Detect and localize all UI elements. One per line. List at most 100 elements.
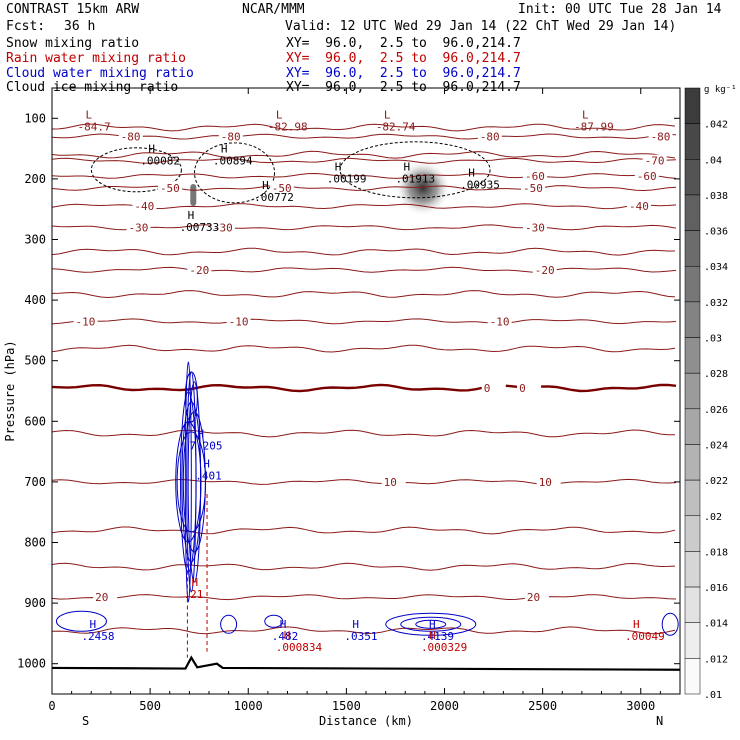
extremum-marker: H xyxy=(188,209,195,222)
colorbar-swatch xyxy=(684,123,701,160)
field-rain-xy: XY= 96.0, 2.5 to 96.0,214.7 xyxy=(286,51,521,66)
y-tick-label: 100 xyxy=(24,111,46,125)
y-tick-label: 600 xyxy=(24,414,46,428)
isotherm--60 xyxy=(52,172,677,179)
isotherm-label: -70 xyxy=(645,155,665,168)
isotherm--10 xyxy=(52,318,677,325)
extremum-marker: H xyxy=(352,618,359,631)
extremum-marker: H xyxy=(468,167,475,180)
extremum-value: .000329 xyxy=(421,641,467,654)
center-label: NCAR/MMM xyxy=(242,2,305,17)
isotherm-label: 10 xyxy=(539,476,552,489)
colorbar-label: .042 xyxy=(704,120,728,131)
field-rain-name: Rain water mixing ratio xyxy=(6,51,187,66)
colorbar-label: .024 xyxy=(704,440,728,451)
isotherm-label-bg xyxy=(522,169,547,182)
x-axis-label: Distance (km) xyxy=(319,714,413,728)
isotherm--50 xyxy=(52,184,677,192)
colorbar-swatch xyxy=(684,159,701,196)
isotherm-label: -10 xyxy=(490,315,510,328)
isotherm-label-bg xyxy=(226,315,251,328)
fcst-label: Fcst: xyxy=(6,19,46,34)
colorbar-label: .012 xyxy=(704,654,728,665)
cloud-water-contour xyxy=(400,616,462,632)
colorbar-swatch xyxy=(684,479,701,517)
colorbar-label: .03 xyxy=(704,334,722,345)
x-tick-label: 0 xyxy=(48,699,55,713)
cloud-water-contour xyxy=(55,610,107,632)
extremum-marker: H xyxy=(262,179,269,192)
extremum-value: .0351 xyxy=(344,630,377,643)
extremum-value: 7.205 xyxy=(189,439,222,452)
isotherm-label: -80 xyxy=(651,130,671,143)
cloud-water-contour xyxy=(264,614,284,628)
extremum-marker: H xyxy=(203,458,210,471)
isotherm-label-bg xyxy=(381,475,406,488)
isotherm-label-bg xyxy=(93,591,118,604)
isotherm-line xyxy=(52,526,676,535)
isotherm-0 xyxy=(52,383,677,393)
isotherm-label: -40 xyxy=(134,200,154,213)
colorbar-swatch xyxy=(684,622,701,659)
extremum-marker: L xyxy=(276,109,283,122)
model-title: CONTRAST 15km ARW xyxy=(6,2,140,17)
isotherm-label-bg xyxy=(269,181,294,194)
isotherm-label: 0 xyxy=(484,382,491,395)
isotherm-label: -50 xyxy=(160,182,180,195)
colorbar-label: .036 xyxy=(704,227,728,238)
isotherm-label-bg xyxy=(118,130,143,143)
extremum-value: .00199 xyxy=(327,173,367,186)
colorbar-swatch xyxy=(684,444,701,481)
extremum-marker: H xyxy=(197,427,204,440)
y-tick-label: 800 xyxy=(24,536,46,550)
cloud-ice-contour xyxy=(90,147,182,193)
extremum-value: .2458 xyxy=(81,630,114,643)
x-tick-label: 1000 xyxy=(234,699,263,713)
isotherm-label-bg xyxy=(626,200,651,213)
extremum-value: -82.74 xyxy=(376,121,416,134)
y-tick-label: 400 xyxy=(24,293,46,307)
x-end-label-south: S xyxy=(82,714,89,728)
cloud-water-contour xyxy=(415,619,447,629)
extremum-marker: H xyxy=(280,618,287,631)
extremum-marker: H xyxy=(221,142,228,155)
extremum-value: .00935 xyxy=(460,179,500,192)
isotherm-label-bg xyxy=(517,381,542,394)
colorbar-swatch xyxy=(684,194,701,231)
isotherm-label: -20 xyxy=(189,264,209,277)
isotherm-10 xyxy=(52,478,677,485)
isotherm-label: -40 xyxy=(629,200,649,213)
isotherm-label: -50 xyxy=(272,182,292,195)
extremum-value: .000834 xyxy=(276,641,323,654)
x-tick-label: 500 xyxy=(139,699,161,713)
extremum-marker: H xyxy=(335,161,342,174)
extremum-marker: H xyxy=(284,629,291,642)
isotherm-line xyxy=(52,429,675,438)
isotherm-label-bg xyxy=(648,130,673,143)
y-tick-label: 500 xyxy=(24,354,46,368)
extremum-marker: H xyxy=(89,618,96,631)
extremum-value: .21 xyxy=(183,588,203,601)
x-tick-label: 3000 xyxy=(626,699,655,713)
colorbar: .042 .04 .038 .036 .034 .032 .03 .028 .026 .024 .0… xyxy=(684,85,737,701)
isotherm-label: -50 xyxy=(523,182,543,195)
isotherm-label: -30 xyxy=(129,221,149,234)
isotherm-label-bg xyxy=(481,381,506,394)
valid-time: Valid: 12 UTC Wed 29 Jan 14 (22 ChT Wed … xyxy=(285,19,677,34)
colorbar-label: .026 xyxy=(704,405,728,416)
colorbar-label: .034 xyxy=(704,262,728,273)
colorbar-label: .032 xyxy=(704,298,728,309)
cloud-ice-contour xyxy=(339,141,491,199)
cloud-water-contour xyxy=(175,421,202,543)
colorbar-label: .022 xyxy=(704,476,728,487)
cloud-water-contour xyxy=(184,371,198,423)
extremum-value: .00049 xyxy=(625,630,665,643)
extremum-value: .4139 xyxy=(421,630,454,643)
x-end-label-north: N xyxy=(656,714,663,728)
colorbar-label: .038 xyxy=(704,191,728,202)
cloud-water-contour xyxy=(220,614,238,634)
init-time: Init: 00 UTC Tue 28 Jan 14 xyxy=(518,2,722,17)
y-tick-label: 1000 xyxy=(17,657,46,671)
colorbar-label: .014 xyxy=(704,619,728,630)
